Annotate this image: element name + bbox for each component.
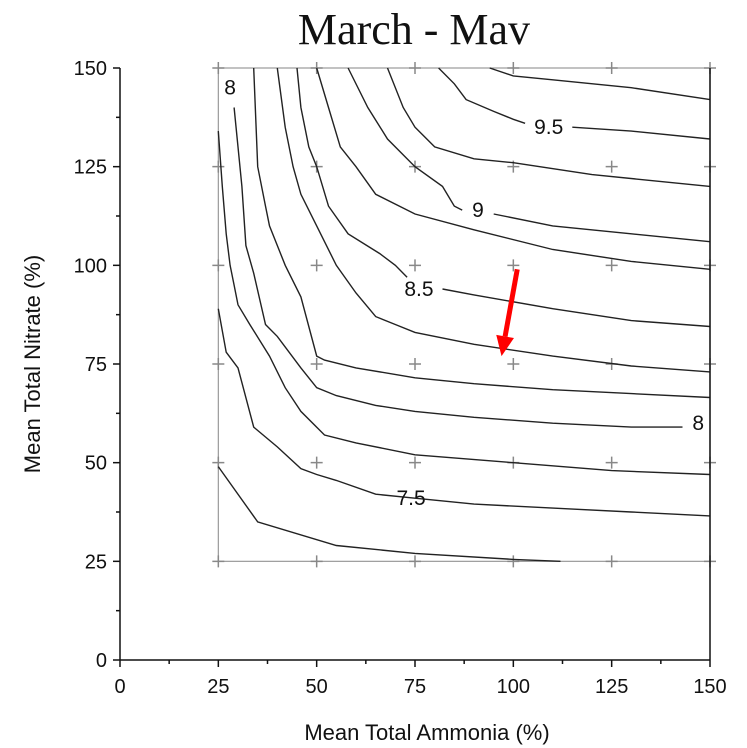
x-tick-label: 150 xyxy=(693,676,726,698)
y-axis-label: Mean Total Nitrate (%) xyxy=(20,255,45,473)
contour-label: 8 xyxy=(692,412,704,435)
grid-cross-marker xyxy=(605,555,618,568)
grid-cross-marker xyxy=(310,358,323,370)
contour-line xyxy=(316,67,711,270)
contour-lines xyxy=(217,67,711,562)
grid-cross-marker xyxy=(507,259,520,272)
x-tick-label: 0 xyxy=(114,676,125,698)
contour-line xyxy=(438,67,526,124)
x-tick-label: 75 xyxy=(404,676,426,698)
grid-cross-marker xyxy=(409,555,421,568)
grid-cross-marker xyxy=(507,358,520,370)
contour-line xyxy=(442,288,711,328)
contour-line xyxy=(217,308,711,517)
x-tick-label: 100 xyxy=(497,676,530,698)
grid-cross-marker xyxy=(409,62,421,74)
x-tick-label: 50 xyxy=(306,676,328,698)
x-tick-label: 25 xyxy=(207,676,229,698)
y-tick-label: 125 xyxy=(74,157,107,179)
grid-cross-marker xyxy=(409,456,421,469)
grid-cross-marker xyxy=(212,555,225,568)
grid-cross-marker xyxy=(310,555,323,568)
y-tick-label: 0 xyxy=(96,650,107,672)
contour-label: 9 xyxy=(472,199,484,222)
contour-line xyxy=(233,107,683,428)
grid-cross-marker xyxy=(507,62,520,74)
y-tick-label: 75 xyxy=(85,354,107,376)
contour-line xyxy=(296,67,408,278)
grid-cross-marker xyxy=(409,358,421,370)
grid-cross-marker xyxy=(507,555,520,568)
annotation-layer xyxy=(496,268,520,357)
grid-cross-marker xyxy=(212,259,225,272)
grid-cross-marker xyxy=(212,160,225,173)
grid-cross-marker xyxy=(310,456,323,469)
grid-cross-marker xyxy=(310,259,323,272)
arrow-head xyxy=(496,334,514,357)
contour-line xyxy=(217,466,561,562)
grid-cross-marker xyxy=(605,160,618,173)
contour-line xyxy=(276,67,711,373)
chart-title: March - Mav xyxy=(298,5,530,54)
grid-cross-marker xyxy=(212,358,225,370)
ticks: 0 25 50 75 100 125 150 0 25 50 75 100 125 150 xyxy=(74,58,727,698)
x-axis-label: Mean Total Ammonia (%) xyxy=(304,720,549,745)
contour-line xyxy=(253,67,711,399)
grid-cross-marker xyxy=(605,259,618,272)
contour-label: 7.5 xyxy=(396,487,425,510)
y-tick-label: 25 xyxy=(85,551,107,573)
grid-cross-marker xyxy=(310,62,323,74)
contour-label: 9.5 xyxy=(534,116,563,139)
contour-line xyxy=(347,67,463,211)
grid-cross-marker xyxy=(212,62,225,74)
contour-line xyxy=(493,213,711,243)
grid-cross-marker xyxy=(409,259,421,272)
contour-line xyxy=(572,126,711,140)
y-tick-label: 150 xyxy=(74,58,107,80)
contour-labels: 7.5 8 8.5 9 9.5 8 xyxy=(224,77,704,510)
contour-label: 8 xyxy=(224,77,236,100)
x-tick-label: 125 xyxy=(595,676,628,698)
contour-line xyxy=(217,131,711,476)
grid-cross-marker xyxy=(605,62,618,74)
arrow-shaft xyxy=(502,268,520,337)
y-tick-label: 50 xyxy=(85,453,107,475)
contour-label: 8.5 xyxy=(404,278,433,301)
y-tick-label: 100 xyxy=(74,255,107,277)
sample-grid-box xyxy=(217,67,711,562)
grid-cross-marker xyxy=(605,456,618,469)
contour-line xyxy=(386,67,711,188)
contour-line xyxy=(489,67,711,101)
